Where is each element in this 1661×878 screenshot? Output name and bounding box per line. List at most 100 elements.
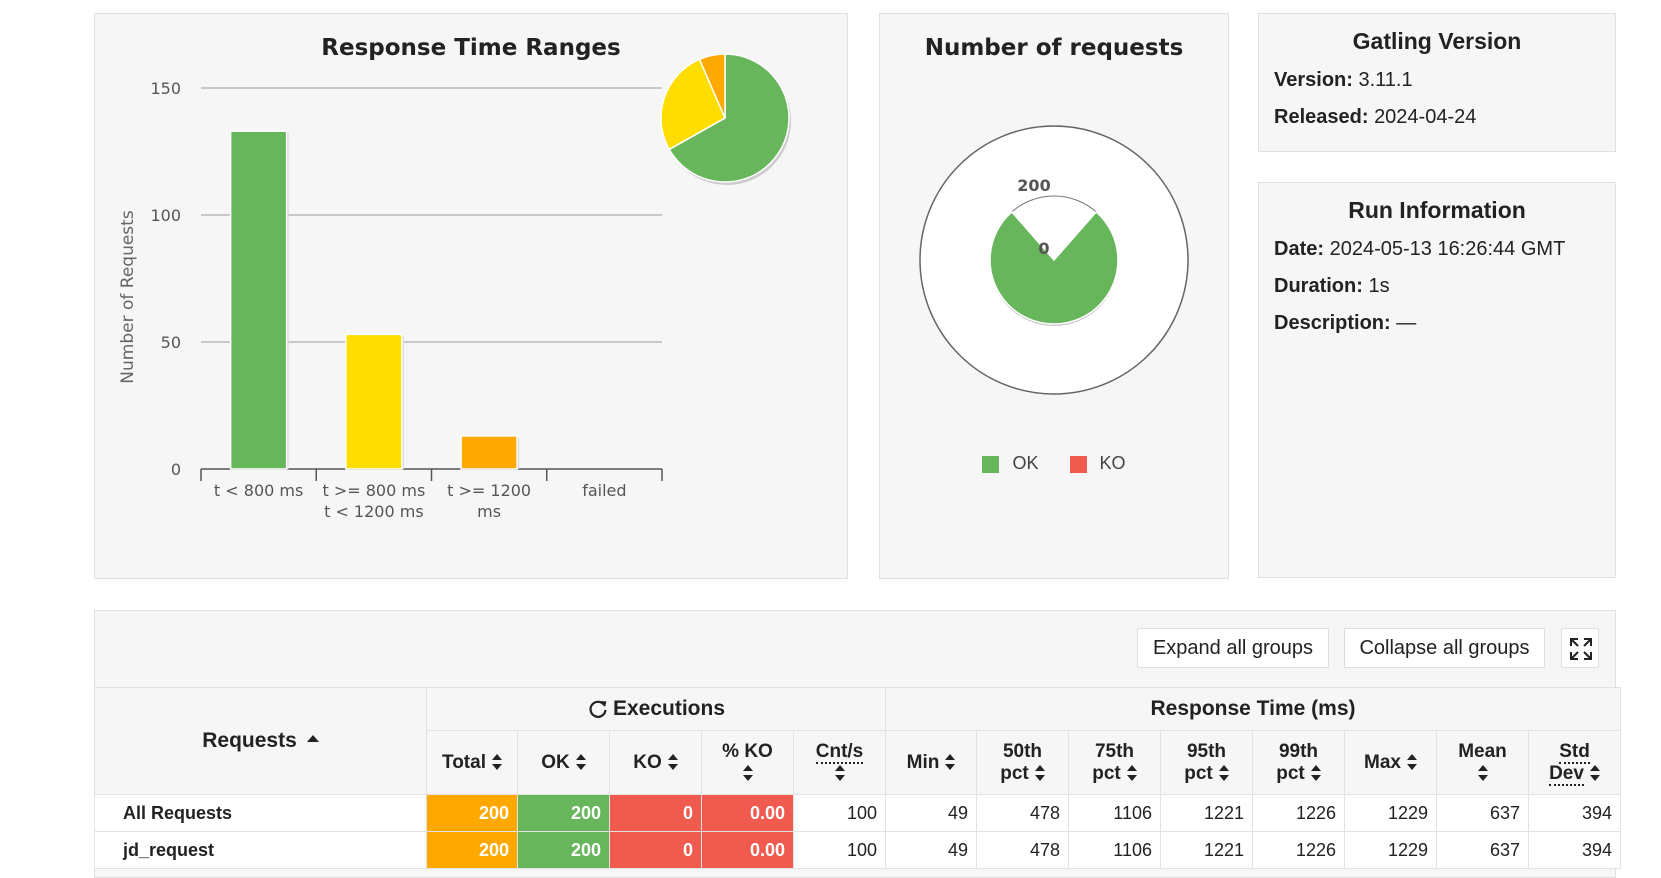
p95-header-sub: pct <box>1184 762 1213 784</box>
total-cell: 200 <box>426 794 518 832</box>
y-axis-label: Number of Requests <box>118 210 138 384</box>
sort-icon <box>1477 765 1488 782</box>
bar <box>345 333 403 470</box>
total-header-label: Total <box>442 751 486 773</box>
p95-column-header[interactable]: 95th pct <box>1160 730 1253 795</box>
pie-slice <box>698 53 726 119</box>
number-of-requests-panel: Number of requests 200 0 OK KO <box>879 13 1229 579</box>
mean-column-header[interactable]: Mean <box>1436 730 1529 795</box>
version-row: Version: 3.11.1 <box>1274 69 1615 92</box>
ok-column-header[interactable]: OK <box>517 730 610 795</box>
cnt-s-header-label: Cnt/s <box>815 740 864 764</box>
pct-ko-cell: 0.00 <box>701 831 794 869</box>
requests-column-header[interactable]: Requests <box>94 687 427 795</box>
min-column-header[interactable]: Min <box>885 730 977 795</box>
chart-title: Response Time Ranges <box>321 35 620 61</box>
response-time-header: Response Time (ms) <box>885 687 1621 731</box>
date-label: Date: <box>1274 238 1325 260</box>
duration-label: Duration: <box>1274 275 1363 297</box>
chart-title: Number of requests <box>925 35 1184 61</box>
run-information-panel: Run Information Date: 2024-05-13 16:26:4… <box>1258 182 1616 578</box>
pct-ko-header-label: % KO <box>722 740 773 762</box>
p95-header-label: 95th <box>1186 740 1227 762</box>
p99-column-header[interactable]: 99th pct <box>1252 730 1345 795</box>
description-value: — <box>1396 312 1417 334</box>
max-header-label: Max <box>1364 751 1401 773</box>
p75-cell: 1106 <box>1068 794 1161 832</box>
y-tick-label: 100 <box>150 206 181 225</box>
std-dev-header-sub: Dev <box>1549 762 1584 786</box>
min-cell: 49 <box>885 794 977 832</box>
sort-icon <box>1034 765 1045 782</box>
gatling-version-title: Gatling Version <box>1352 28 1522 54</box>
version-value: 3.11.1 <box>1358 69 1413 91</box>
p95-cell: 1221 <box>1160 831 1253 869</box>
p99-header-sub: pct <box>1276 762 1305 784</box>
std-dev-cell: 394 <box>1528 794 1621 832</box>
p50-column-header[interactable]: 50th pct <box>976 730 1069 795</box>
sort-icon <box>834 765 845 782</box>
response-time-ranges-panel: Response Time Ranges Number of Requests … <box>94 13 848 579</box>
sort-icon <box>667 754 678 771</box>
legend-item-ko[interactable]: KO <box>1069 453 1126 473</box>
legend-item-ok[interactable]: OK <box>982 453 1043 473</box>
total-column-header[interactable]: Total <box>426 730 518 795</box>
ok-cell: 200 <box>517 794 610 832</box>
min-header-label: Min <box>906 751 940 773</box>
ko-column-header[interactable]: KO <box>609 730 702 795</box>
max-cell: 1229 <box>1344 794 1437 832</box>
legend-swatch-ok <box>982 455 1000 473</box>
x-tick-label: failed <box>582 481 626 500</box>
duration-row: Duration: 1s <box>1274 275 1615 298</box>
table-row[interactable]: jd_request 200 200 0 0.00 100 49 478 110… <box>94 831 1621 869</box>
p75-header-label: 75th <box>1094 740 1135 762</box>
std-dev-cell: 394 <box>1528 831 1621 869</box>
expand-all-groups-button[interactable]: Expand all groups <box>1137 628 1329 668</box>
sort-icon <box>742 765 753 782</box>
statistics-table: Requests Executions Response Time (ms) T… <box>94 687 1621 869</box>
ok-header-label: OK <box>541 751 570 773</box>
description-label: Description: <box>1274 312 1391 334</box>
sort-icon <box>575 754 586 771</box>
gatling-version-panel: Gatling Version Version: 3.11.1 Released… <box>1258 13 1616 152</box>
request-name[interactable]: jd_request <box>94 831 427 869</box>
expand-icon <box>1570 638 1592 660</box>
y-tick-label: 150 <box>150 79 181 98</box>
x-tick-label: ms <box>477 502 501 521</box>
p50-cell: 478 <box>976 831 1069 869</box>
std-dev-column-header[interactable]: Std Dev <box>1528 730 1621 795</box>
sort-icon <box>1406 754 1417 771</box>
cnt-s-column-header[interactable]: Cnt/s <box>793 730 886 795</box>
bar <box>460 435 518 470</box>
ko-cell: 0 <box>609 794 702 832</box>
total-cell: 200 <box>426 831 518 869</box>
p99-header-label: 99th <box>1278 740 1319 762</box>
mean-cell: 637 <box>1436 831 1529 869</box>
slice-ok <box>989 210 1119 325</box>
x-tick-label: t < 1200 ms <box>324 502 424 521</box>
p75-column-header[interactable]: 75th pct <box>1068 730 1161 795</box>
y-tick-label: 0 <box>171 460 181 479</box>
max-cell: 1229 <box>1344 831 1437 869</box>
sort-icon <box>1126 765 1137 782</box>
center-label: 0 <box>1038 239 1049 258</box>
p50-header-label: 50th <box>1002 740 1043 762</box>
table-row[interactable]: All Requests 200 200 0 0.00 100 49 478 1… <box>94 794 1621 832</box>
x-tick-label: t >= 800 ms <box>322 481 425 500</box>
ok-cell: 200 <box>517 831 610 869</box>
date-row: Date: 2024-05-13 16:26:44 GMT <box>1274 238 1615 261</box>
request-name[interactable]: All Requests <box>94 794 427 832</box>
executions-header: Executions <box>426 687 886 731</box>
fullscreen-button[interactable] <box>1561 628 1599 668</box>
max-column-header[interactable]: Max <box>1344 730 1437 795</box>
sort-icon <box>1589 765 1600 782</box>
cnt-s-cell: 100 <box>793 831 886 869</box>
collapse-all-groups-button[interactable]: Collapse all groups <box>1344 628 1545 668</box>
p50-cell: 478 <box>976 794 1069 832</box>
pct-ko-column-header[interactable]: % KO <box>701 730 794 795</box>
response-time-ranges-chart: Response Time Ranges Number of Requests … <box>118 35 791 521</box>
y-tick-label: 50 <box>161 333 181 352</box>
p99-cell: 1226 <box>1252 831 1345 869</box>
released-row: Released: 2024-04-24 <box>1274 106 1615 129</box>
max-label: 200 <box>1017 176 1050 195</box>
